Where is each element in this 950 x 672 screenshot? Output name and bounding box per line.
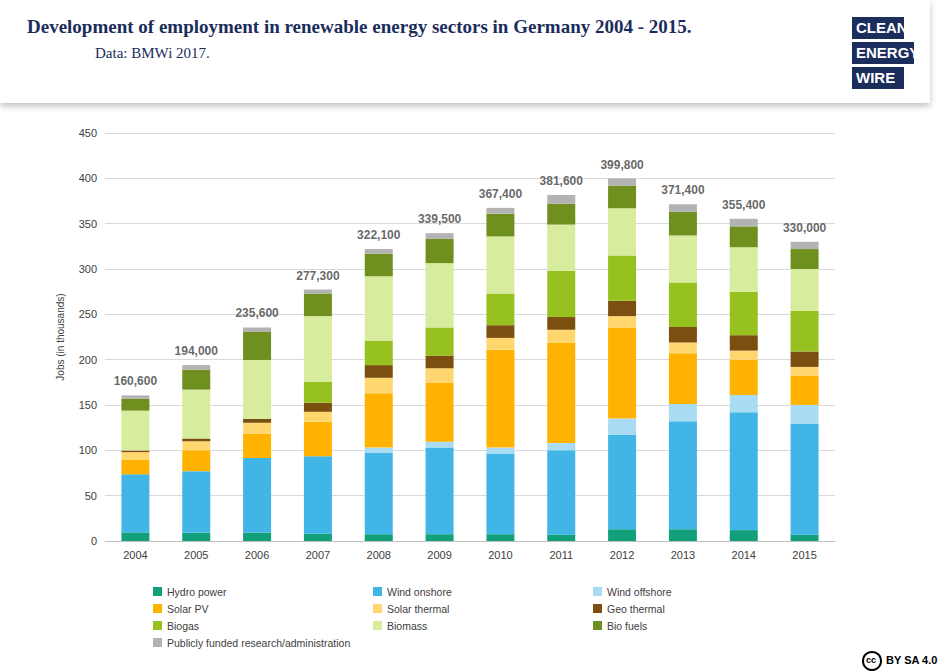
svg-text:339,500: 339,500: [418, 212, 462, 226]
svg-text:2004: 2004: [123, 549, 147, 561]
svg-text:ENERGY: ENERGY: [856, 44, 919, 61]
svg-text:2006: 2006: [245, 549, 269, 561]
svg-text:0: 0: [91, 535, 97, 547]
svg-text:330,000: 330,000: [783, 221, 827, 235]
svg-text:2005: 2005: [184, 549, 208, 561]
svg-text:2010: 2010: [488, 549, 512, 561]
svg-text:400: 400: [79, 172, 97, 184]
svg-text:2009: 2009: [427, 549, 451, 561]
svg-text:cc: cc: [866, 655, 876, 665]
svg-text:350: 350: [79, 218, 97, 230]
svg-text:Publicly funded research/admin: Publicly funded research/administration: [167, 637, 350, 649]
svg-text:277,300: 277,300: [296, 269, 340, 283]
svg-text:BY SA 4.0: BY SA 4.0: [886, 654, 937, 666]
svg-text:2008: 2008: [367, 549, 391, 561]
svg-text:322,100: 322,100: [357, 228, 401, 242]
svg-text:Development of employment in r: Development of employment in renewable e…: [27, 16, 692, 37]
svg-text:200: 200: [79, 354, 97, 366]
svg-text:450: 450: [79, 127, 97, 139]
svg-text:399,800: 399,800: [600, 158, 644, 172]
svg-text:160,600: 160,600: [114, 374, 158, 388]
svg-text:250: 250: [79, 308, 97, 320]
svg-text:355,400: 355,400: [722, 198, 766, 212]
svg-text:371,400: 371,400: [661, 183, 705, 197]
svg-text:Solar PV: Solar PV: [167, 603, 208, 615]
svg-text:381,600: 381,600: [540, 174, 584, 188]
svg-text:Hydro power: Hydro power: [167, 586, 227, 598]
svg-text:150: 150: [79, 399, 97, 411]
svg-text:2011: 2011: [549, 549, 573, 561]
svg-text:2013: 2013: [671, 549, 695, 561]
svg-text:WIRE: WIRE: [856, 69, 895, 86]
svg-text:300: 300: [79, 263, 97, 275]
svg-text:Wind onshore: Wind onshore: [387, 586, 452, 598]
svg-text:Solar thermal: Solar thermal: [387, 603, 449, 615]
svg-text:194,000: 194,000: [175, 344, 219, 358]
svg-text:100: 100: [79, 444, 97, 456]
svg-text:CLEAN: CLEAN: [856, 19, 908, 36]
svg-text:Data: BMWi 2017.: Data: BMWi 2017.: [95, 45, 210, 61]
svg-text:2014: 2014: [732, 549, 756, 561]
svg-text:Geo thermal: Geo thermal: [607, 603, 665, 615]
svg-text:Bio fuels: Bio fuels: [607, 620, 647, 632]
svg-text:Biogas: Biogas: [167, 620, 199, 632]
svg-text:50: 50: [85, 490, 97, 502]
svg-text:2007: 2007: [306, 549, 330, 561]
svg-text:Jobs (in thousands): Jobs (in thousands): [55, 293, 66, 380]
svg-text:2012: 2012: [610, 549, 634, 561]
svg-text:367,400: 367,400: [479, 187, 523, 201]
svg-text:235,600: 235,600: [235, 306, 279, 320]
svg-text:Wind offshore: Wind offshore: [607, 586, 672, 598]
svg-text:2015: 2015: [792, 549, 816, 561]
svg-text:Biomass: Biomass: [387, 620, 427, 632]
